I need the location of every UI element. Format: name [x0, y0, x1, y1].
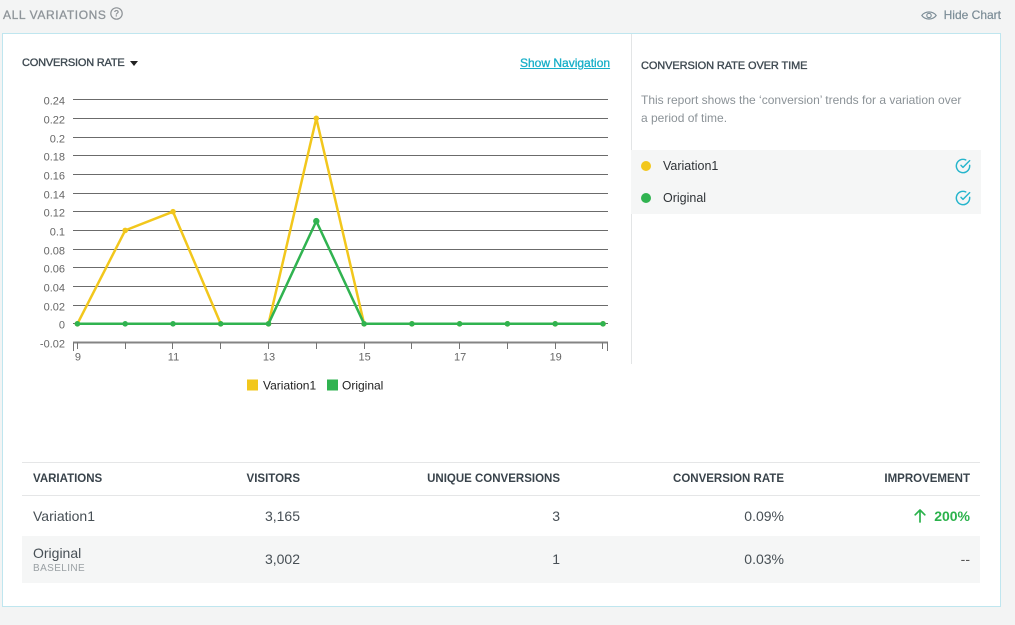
- svg-text:?: ?: [114, 9, 120, 19]
- svg-text:0: 0: [59, 320, 65, 332]
- svg-text:0.02: 0.02: [44, 302, 65, 314]
- svg-text:0.12: 0.12: [44, 208, 65, 220]
- svg-text:0.2: 0.2: [50, 134, 65, 146]
- svg-text:0.22: 0.22: [44, 115, 65, 127]
- svg-text:0.08: 0.08: [44, 246, 65, 258]
- svg-text:9: 9: [75, 352, 81, 364]
- svg-text:13: 13: [263, 352, 275, 364]
- svg-text:0.04: 0.04: [44, 283, 65, 295]
- svg-text:0.06: 0.06: [44, 264, 65, 276]
- svg-text:19: 19: [550, 352, 562, 364]
- svg-text:-0.02: -0.02: [40, 339, 65, 351]
- svg-text:11: 11: [168, 352, 179, 364]
- svg-text:0.1: 0.1: [50, 227, 65, 239]
- svg-text:17: 17: [454, 352, 466, 364]
- svg-text:Original: Original: [342, 379, 383, 393]
- svg-text:0.24: 0.24: [44, 96, 65, 108]
- svg-text:15: 15: [358, 352, 370, 364]
- svg-text:0.14: 0.14: [44, 190, 65, 202]
- svg-text:Variation1: Variation1: [263, 379, 316, 393]
- svg-text:0.18: 0.18: [44, 152, 65, 164]
- svg-text:0.16: 0.16: [44, 171, 65, 183]
